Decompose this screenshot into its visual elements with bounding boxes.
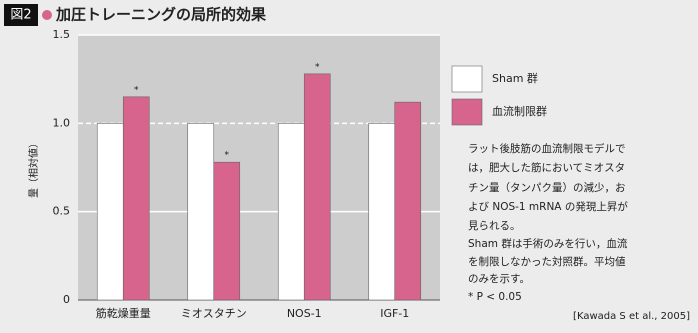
bar [96,123,124,301]
legend-label: Sham 群 [492,71,538,85]
note-line: を制限しなかった対照群。平均値 [468,255,626,268]
y-tick-label: 0.5 [53,205,71,218]
y-tick-label: 1.0 [53,116,71,129]
bar [394,101,422,301]
figure-label-box [4,4,38,26]
legend-label: 血流制限群 [492,104,547,118]
y-axis-label: 量（相対値） [27,138,40,198]
bar [122,96,150,301]
chart-title: 加圧トレーニングの局所的効果 [55,6,267,24]
footnote: * P < 0.05 [468,291,522,303]
bar [187,123,215,301]
note-line: よび NOS-1 mRNA の発現上昇が [468,200,628,213]
x-tick-label: IGF-1 [380,307,409,320]
note-line: Sham 群は手術のみを行い，血流 [468,237,628,250]
bar [303,73,331,301]
note-line: のみを示す。 [468,273,530,285]
note-line: は，肥大した筋においてミオスタ [468,161,625,174]
bar [277,123,305,301]
title-bullet [42,10,52,20]
figure-label: 図2 [10,8,31,23]
note-line: 見られる。 [468,220,521,232]
note-line: ラット後肢筋の血流制限モデルで [468,142,626,155]
significance-marker: * [134,85,139,95]
bar [368,123,396,301]
note-line: チン量（タンパク量）の減少，お [468,181,626,194]
legend-swatch [451,65,483,93]
x-tick-label: 筋乾燥重量 [96,306,151,320]
x-tick-label: ミオスタチン [181,307,247,320]
legend-swatch [451,98,483,126]
significance-marker: * [225,151,230,161]
significance-marker: * [315,62,320,72]
bar [213,161,241,301]
y-tick-label: 1.5 [53,28,71,41]
y-tick-label: 0 [63,293,70,306]
x-tick-label: NOS-1 [287,307,322,320]
citation: [Kawada S et al., 2005] [573,311,690,322]
